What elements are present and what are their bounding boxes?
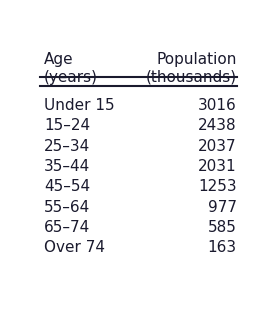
Text: 2037: 2037 <box>198 139 237 154</box>
Text: Under 15: Under 15 <box>44 98 115 113</box>
Text: 65–74: 65–74 <box>44 220 90 235</box>
Text: 35–44: 35–44 <box>44 159 90 174</box>
Text: 585: 585 <box>208 220 237 235</box>
Text: Population: Population <box>156 52 237 67</box>
Text: 3016: 3016 <box>198 98 237 113</box>
Text: 977: 977 <box>208 200 237 215</box>
Text: 2438: 2438 <box>198 118 237 134</box>
Text: 15–24: 15–24 <box>44 118 90 134</box>
Text: (thousands): (thousands) <box>146 70 237 85</box>
Text: Age: Age <box>44 52 74 67</box>
Text: 2031: 2031 <box>198 159 237 174</box>
Text: (years): (years) <box>44 70 98 85</box>
Text: 163: 163 <box>208 241 237 255</box>
Text: 25–34: 25–34 <box>44 139 90 154</box>
Text: 55–64: 55–64 <box>44 200 90 215</box>
Text: 1253: 1253 <box>198 179 237 194</box>
Text: 45–54: 45–54 <box>44 179 90 194</box>
Text: Over 74: Over 74 <box>44 241 105 255</box>
